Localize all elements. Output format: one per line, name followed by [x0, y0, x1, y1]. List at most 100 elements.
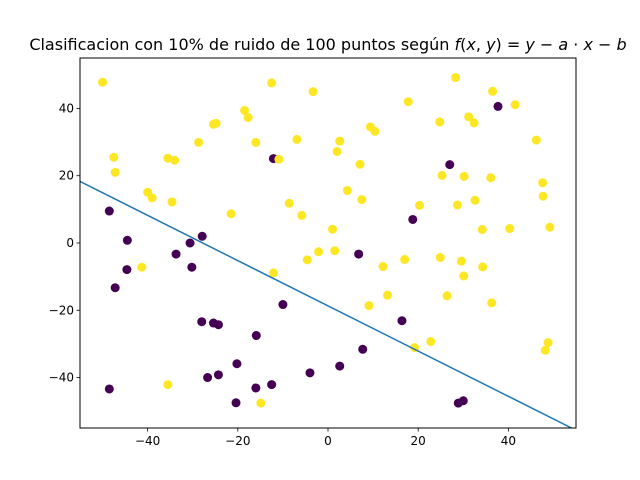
- data-point-negative: [213, 320, 223, 330]
- data-point-positive: [98, 77, 108, 87]
- y-tick-label: 20: [59, 169, 74, 183]
- data-point-negative: [104, 384, 114, 394]
- data-point-positive: [251, 137, 261, 147]
- data-point-positive: [415, 200, 425, 210]
- data-point-positive: [355, 159, 365, 169]
- data-point-positive: [487, 298, 497, 308]
- data-point-positive: [274, 154, 284, 164]
- data-point-negative: [203, 373, 213, 383]
- data-point-positive: [531, 135, 541, 145]
- decision-boundary-line: [80, 180, 572, 428]
- data-point-positive: [451, 73, 461, 83]
- data-point-positive: [435, 252, 445, 262]
- data-point-positive: [477, 225, 487, 235]
- x-tick-label: 0: [324, 434, 332, 448]
- data-point-negative: [104, 206, 114, 216]
- data-point-negative: [354, 249, 364, 259]
- data-point-positive: [452, 200, 462, 210]
- data-point-positive: [297, 210, 307, 220]
- data-point-positive: [456, 256, 466, 266]
- scatter-points: [98, 73, 555, 408]
- data-point-positive: [510, 100, 520, 110]
- data-point-negative: [171, 249, 181, 259]
- data-point-positive: [540, 345, 550, 355]
- data-point-positive: [167, 197, 177, 207]
- data-point-negative: [122, 235, 132, 245]
- data-point-positive: [364, 301, 374, 311]
- x-axis: −40 −20 0 20 40: [135, 428, 516, 448]
- data-point-positive: [256, 398, 266, 408]
- data-point-positive: [403, 97, 413, 107]
- y-axis: −40 −20 0 20 40: [49, 101, 80, 385]
- data-point-negative: [278, 300, 288, 310]
- data-point-positive: [437, 170, 447, 180]
- data-point-negative: [408, 214, 418, 224]
- data-point-negative: [305, 368, 315, 378]
- data-point-positive: [400, 254, 410, 264]
- data-point-positive: [543, 338, 553, 348]
- data-point-positive: [302, 255, 312, 265]
- data-point-positive: [383, 290, 393, 300]
- data-point-positive: [211, 118, 221, 128]
- data-point-negative: [185, 238, 195, 248]
- data-point-positive: [435, 117, 445, 127]
- data-point-positive: [163, 153, 173, 163]
- data-point-negative: [251, 383, 261, 393]
- data-point-negative: [213, 370, 223, 380]
- data-point-positive: [240, 105, 250, 115]
- data-point-positive: [538, 178, 548, 188]
- data-point-positive: [194, 137, 204, 147]
- data-point-positive: [268, 268, 278, 278]
- chart-title: Clasificacion con 10% de ruido de 100 pu…: [29, 35, 626, 54]
- y-tick-label: 40: [59, 101, 74, 115]
- data-point-positive: [292, 134, 302, 144]
- data-point-positive: [308, 87, 318, 97]
- data-point-negative: [110, 283, 120, 293]
- data-point-negative: [267, 380, 277, 390]
- data-point-negative: [397, 316, 407, 326]
- data-point-positive: [335, 136, 345, 146]
- data-point-negative: [458, 396, 468, 406]
- data-point-negative: [187, 262, 197, 272]
- decision-line-layer: [80, 180, 572, 428]
- data-point-positive: [137, 262, 147, 272]
- data-point-negative: [335, 361, 345, 371]
- data-point-negative: [197, 317, 207, 327]
- y-tick-label: −40: [49, 371, 74, 385]
- data-point-positive: [459, 271, 469, 281]
- data-point-positive: [378, 262, 388, 272]
- data-point-positive: [488, 86, 498, 96]
- data-point-positive: [545, 222, 555, 232]
- data-point-positive: [538, 191, 548, 201]
- data-point-positive: [328, 224, 338, 234]
- y-tick-label: 0: [66, 236, 74, 250]
- x-tick-label: 40: [501, 434, 516, 448]
- x-tick-label: 20: [411, 434, 426, 448]
- data-point-negative: [231, 398, 241, 408]
- data-point-negative: [493, 101, 503, 111]
- axes-frame: [79, 57, 577, 429]
- data-point-positive: [109, 152, 119, 162]
- data-point-positive: [442, 291, 452, 301]
- data-point-positive: [330, 246, 340, 256]
- data-point-negative: [358, 344, 368, 354]
- data-point-negative: [122, 265, 132, 275]
- x-tick-label: −20: [225, 434, 250, 448]
- data-point-negative: [232, 359, 242, 369]
- data-point-positive: [478, 262, 488, 272]
- data-point-positive: [163, 380, 173, 390]
- data-point-positive: [226, 209, 236, 219]
- data-point-positive: [267, 78, 277, 88]
- data-point-negative: [251, 331, 261, 340]
- data-point-positive: [469, 118, 479, 128]
- data-point-positive: [470, 195, 480, 205]
- data-point-negative: [445, 160, 455, 170]
- data-point-positive: [314, 247, 324, 257]
- data-point-negative: [197, 231, 207, 241]
- data-point-positive: [486, 173, 496, 183]
- data-point-positive: [342, 186, 352, 196]
- data-point-positive: [464, 112, 474, 122]
- data-point-positive: [505, 224, 515, 234]
